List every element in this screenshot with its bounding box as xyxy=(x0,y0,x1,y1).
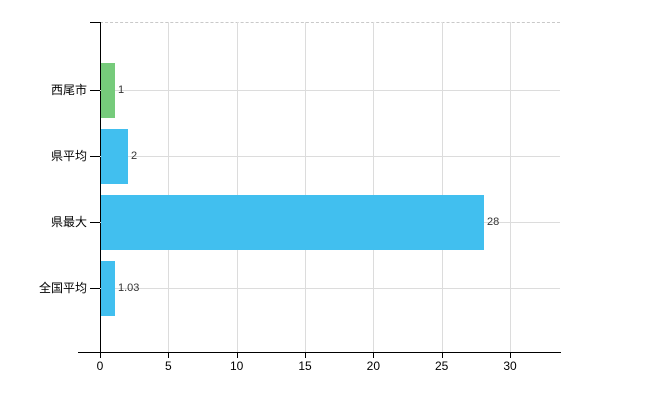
x-axis-tick xyxy=(236,352,238,358)
x-tick-label: 10 xyxy=(229,359,244,373)
horizontal-gridline xyxy=(100,156,560,157)
horizontal-gridline xyxy=(100,288,560,289)
category-label: 西尾市 xyxy=(50,83,87,97)
x-axis-line xyxy=(78,352,561,353)
x-tick-label: 20 xyxy=(366,359,380,373)
x-tick-label: 15 xyxy=(298,359,312,373)
x-tick-label: 25 xyxy=(434,359,449,373)
category-label: 全国平均 xyxy=(38,281,87,295)
bar[interactable] xyxy=(101,261,115,316)
bar[interactable] xyxy=(101,63,115,118)
y-axis-tick xyxy=(90,156,100,157)
bar[interactable] xyxy=(101,129,128,184)
x-tick-label: 0 xyxy=(96,359,104,373)
x-tick-label: 5 xyxy=(164,359,172,373)
y-axis-tick xyxy=(90,222,100,223)
x-axis-tick xyxy=(510,352,511,358)
value-label: 2 xyxy=(131,150,138,162)
plot-top-border xyxy=(100,22,560,23)
value-label: 1 xyxy=(118,84,125,96)
y-axis-tick xyxy=(90,90,100,91)
vertical-gridline xyxy=(236,22,238,352)
category-label: 県最大 xyxy=(50,215,87,229)
vertical-gridline xyxy=(441,22,443,352)
bar[interactable] xyxy=(101,195,484,250)
vertical-gridline xyxy=(373,22,375,352)
vertical-gridline xyxy=(510,22,511,352)
value-label: 28 xyxy=(487,216,500,228)
vertical-gridline xyxy=(168,22,170,352)
y-axis-tick xyxy=(90,288,100,289)
horizontal-gridline xyxy=(100,90,560,91)
x-tick-label: 30 xyxy=(503,359,517,373)
value-label: 1.03 xyxy=(118,282,140,294)
y-axis-top-tick xyxy=(90,22,100,23)
x-axis-tick xyxy=(168,352,170,358)
vertical-gridline xyxy=(305,22,306,352)
x-axis-tick xyxy=(305,352,306,358)
x-axis-tick xyxy=(100,352,101,358)
x-axis-tick xyxy=(373,352,375,358)
y-axis-line xyxy=(100,22,101,358)
category-label: 県平均 xyxy=(50,149,87,163)
x-axis-tick xyxy=(441,352,443,358)
